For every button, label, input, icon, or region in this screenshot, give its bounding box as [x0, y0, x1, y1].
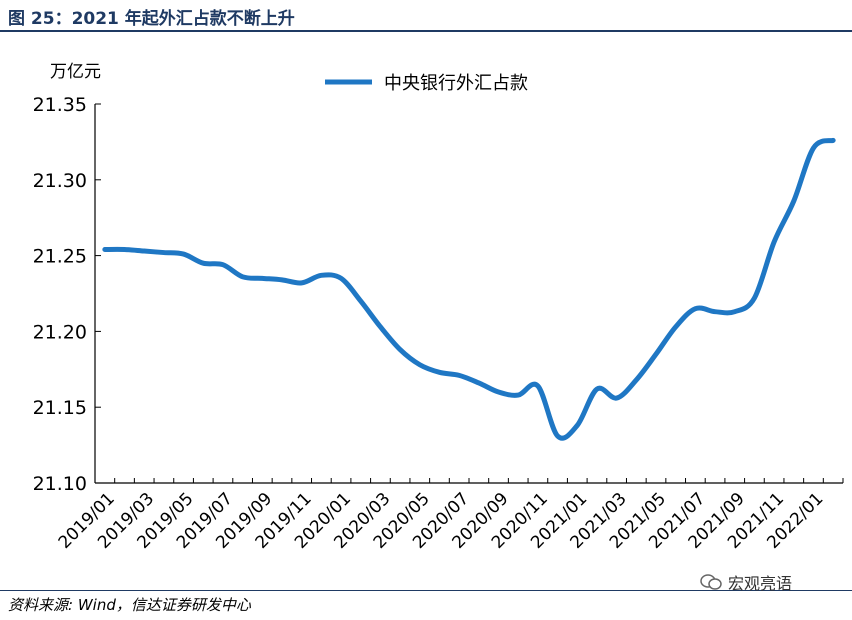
- legend: 中央银行外汇占款: [325, 73, 528, 94]
- source-divider: [0, 590, 852, 591]
- y-tick-label: 21.10: [33, 473, 87, 495]
- series-group: [102, 137, 836, 441]
- figure-title: 图 25：2021 年起外汇占款不断上升: [8, 9, 295, 29]
- x-axis: 2019/012019/032019/052019/072019/092019/…: [55, 478, 844, 553]
- legend-label: 中央银行外汇占款: [384, 73, 528, 94]
- y-axis: 21.35 21.30 21.25 21.20 21.15 21.10: [33, 94, 101, 495]
- y-tick-label: 21.15: [33, 397, 87, 419]
- series-line: [102, 137, 836, 441]
- source-note: 资料来源: Wind，信达证券研发中心: [8, 596, 251, 614]
- y-tick-label: 21.30: [33, 170, 87, 192]
- y-tick-label: 21.35: [33, 94, 87, 116]
- wechat-icon: [700, 574, 722, 590]
- line-chart: 21.35 21.30 21.25 21.20 21.15 21.10 2019/0120…: [33, 62, 844, 553]
- title-divider: [0, 30, 852, 32]
- y-tick-label: 21.20: [33, 321, 87, 343]
- y-tick-label: 21.25: [33, 246, 87, 268]
- y-unit-label: 万亿元: [50, 62, 101, 82]
- watermark: 宏观亮语: [700, 570, 792, 594]
- watermark-text: 宏观亮语: [728, 574, 793, 593]
